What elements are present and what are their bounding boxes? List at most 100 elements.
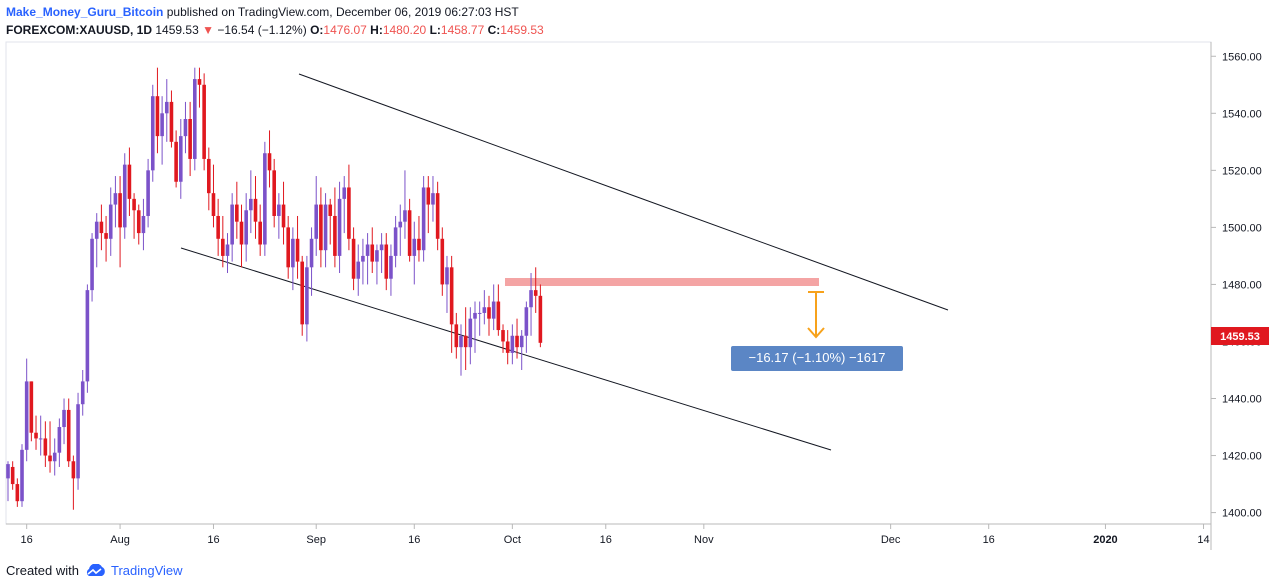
candle[interactable] [361,238,365,285]
candle[interactable] [169,90,174,148]
candle[interactable] [146,158,150,228]
candle[interactable] [463,307,468,370]
candle[interactable] [20,444,24,507]
time-axis[interactable]: 16Aug16Sep16Oct16NovDec16202014Feb [21,524,1274,546]
candle[interactable] [57,418,62,467]
candle[interactable] [538,284,543,348]
candle[interactable] [454,312,459,359]
candle[interactable] [375,244,379,285]
candle[interactable] [24,358,29,462]
candle[interactable] [71,455,76,510]
candle[interactable] [216,198,220,256]
candle[interactable] [370,227,375,274]
candle[interactable] [491,284,496,331]
candle[interactable] [482,290,487,325]
candle[interactable] [379,233,384,274]
candle[interactable] [52,438,57,476]
candle[interactable] [356,244,361,296]
candle[interactable] [15,478,20,507]
candle[interactable] [80,369,85,416]
candle[interactable] [501,324,505,353]
candle[interactable] [141,198,146,251]
candle[interactable] [389,244,393,296]
candle[interactable] [178,119,183,199]
candle[interactable] [519,330,524,370]
candle[interactable] [62,398,66,445]
candle[interactable] [272,158,276,228]
candle[interactable] [193,67,197,171]
candle[interactable] [6,461,10,502]
candle[interactable] [286,215,290,279]
candle[interactable] [473,301,477,353]
candle[interactable] [337,181,342,274]
candle[interactable] [421,176,426,262]
candle[interactable] [431,176,435,222]
candle[interactable] [309,227,314,296]
candle[interactable] [48,421,52,473]
candle[interactable] [136,204,141,245]
candle[interactable] [230,193,234,262]
candle[interactable] [524,301,529,353]
candle[interactable] [155,67,160,154]
candle[interactable] [291,227,295,291]
candle[interactable] [235,181,239,239]
candle[interactable] [164,79,169,142]
candle[interactable] [445,255,449,313]
candle[interactable] [34,415,38,450]
candle[interactable] [183,101,188,154]
candle[interactable] [300,255,305,336]
candle[interactable] [351,227,356,291]
candle[interactable] [384,233,389,291]
candle[interactable] [225,233,230,274]
candle[interactable] [122,153,127,239]
candle[interactable] [529,273,533,336]
candle[interactable] [314,176,319,256]
candle[interactable] [435,181,440,251]
candle[interactable] [211,164,216,228]
candle[interactable] [29,381,34,442]
candle[interactable] [244,193,248,262]
candle[interactable] [440,227,445,296]
candle[interactable] [305,255,309,342]
candle[interactable] [407,198,412,262]
candle[interactable] [188,101,192,177]
candle[interactable] [104,215,108,262]
candle[interactable] [85,284,90,393]
candle[interactable] [477,301,482,336]
candle[interactable] [505,330,510,365]
candle[interactable] [328,198,333,245]
candle[interactable] [197,67,202,108]
price-axis[interactable]: 1560.001540.001520.001500.001480.001460.… [1211,51,1262,520]
candle[interactable] [342,176,347,234]
candle[interactable] [449,255,454,353]
measure-arrow[interactable] [807,291,825,339]
candle[interactable] [510,324,515,365]
resistance-zone[interactable] [505,278,819,286]
candle[interactable] [221,215,225,268]
candle[interactable] [94,213,99,268]
candle[interactable] [426,176,431,234]
channel-upper-line[interactable] [298,73,949,311]
candle[interactable] [174,130,178,188]
candle[interactable] [496,284,501,336]
candle[interactable] [108,187,113,256]
candle[interactable] [113,176,118,228]
candle[interactable] [43,421,48,467]
candle[interactable] [99,204,104,251]
candle[interactable] [38,415,43,456]
candle[interactable] [412,221,417,285]
candle[interactable] [319,187,323,268]
candle[interactable] [417,215,421,262]
candle[interactable] [76,392,80,490]
candle[interactable] [118,176,122,268]
candle[interactable] [253,176,258,239]
candle[interactable] [459,324,463,376]
price-chart[interactable]: 1560.001540.001520.001500.001480.001460.… [0,0,1274,560]
candle[interactable] [323,193,328,268]
candle[interactable] [10,461,15,490]
candle[interactable] [249,170,253,234]
candle[interactable] [258,204,262,256]
candle[interactable] [333,187,337,268]
descending-channel[interactable] [180,73,949,451]
candle[interactable] [515,318,519,359]
